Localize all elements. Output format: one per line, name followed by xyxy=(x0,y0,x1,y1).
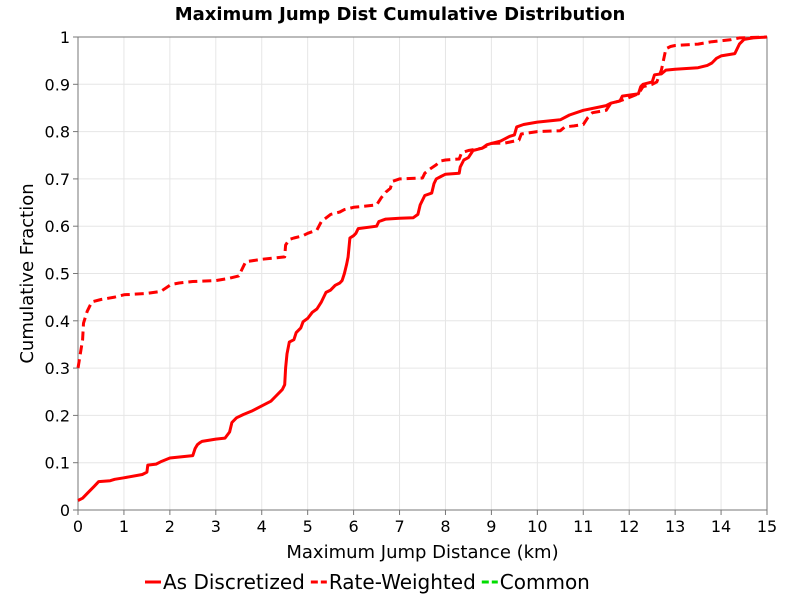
series-group xyxy=(76,35,768,502)
y-tick-label: 0.5 xyxy=(45,265,70,284)
x-tick-label: 1 xyxy=(119,517,129,536)
y-tick-label: 0.3 xyxy=(45,359,70,378)
x-tick-label: 3 xyxy=(211,517,221,536)
y-tick-label: 0.6 xyxy=(45,217,70,236)
series-line-1 xyxy=(77,35,768,502)
y-tick-label: 1 xyxy=(60,28,70,47)
y-tick-label: 0 xyxy=(60,501,70,520)
x-axis: 0 1 2 3 4 5 6 7 8 9 10 11 12 13 14 15 xyxy=(73,510,777,536)
x-tick-label: 14 xyxy=(711,517,731,536)
x-tick-label: 15 xyxy=(757,517,777,536)
x-axis-label: Maximum Jump Distance (km) xyxy=(286,542,558,563)
y-tick-label: 0.9 xyxy=(45,75,70,94)
y-tick-label: 0.2 xyxy=(45,406,70,425)
chart-title: Maximum Jump Dist Cumulative Distributio… xyxy=(175,4,626,25)
x-tick-label: 6 xyxy=(349,517,359,536)
x-tick-label: 13 xyxy=(665,517,685,536)
x-tick-label: 11 xyxy=(573,517,593,536)
y-axis: 0 0.1 0.2 0.3 0.4 0.5 0.6 0.7 0.8 0.9 1 xyxy=(45,28,78,520)
legend-label: Common xyxy=(500,570,590,594)
legend-label: As Discretized xyxy=(163,570,305,594)
y-axis-label: Cumulative Fraction xyxy=(17,183,38,363)
x-tick-label: 8 xyxy=(440,517,450,536)
legend: As Discretized Rate-Weighted Common xyxy=(145,570,590,594)
x-tick-label: 10 xyxy=(527,517,547,536)
legend-label: Rate-Weighted xyxy=(329,570,476,594)
x-tick-label: 4 xyxy=(257,517,267,536)
x-tick-label: 12 xyxy=(619,517,639,536)
x-tick-label: 9 xyxy=(486,517,496,536)
x-tick-label: 7 xyxy=(394,517,404,536)
y-tick-label: 0.8 xyxy=(45,123,70,142)
y-tick-label: 0.1 xyxy=(45,454,70,473)
y-tick-label: 0.7 xyxy=(45,170,70,189)
x-tick-label: 0 xyxy=(73,517,83,536)
x-tick-label: 2 xyxy=(165,517,175,536)
y-tick-label: 0.4 xyxy=(45,312,70,331)
series-line-2 xyxy=(76,35,768,369)
x-tick-label: 5 xyxy=(303,517,313,536)
